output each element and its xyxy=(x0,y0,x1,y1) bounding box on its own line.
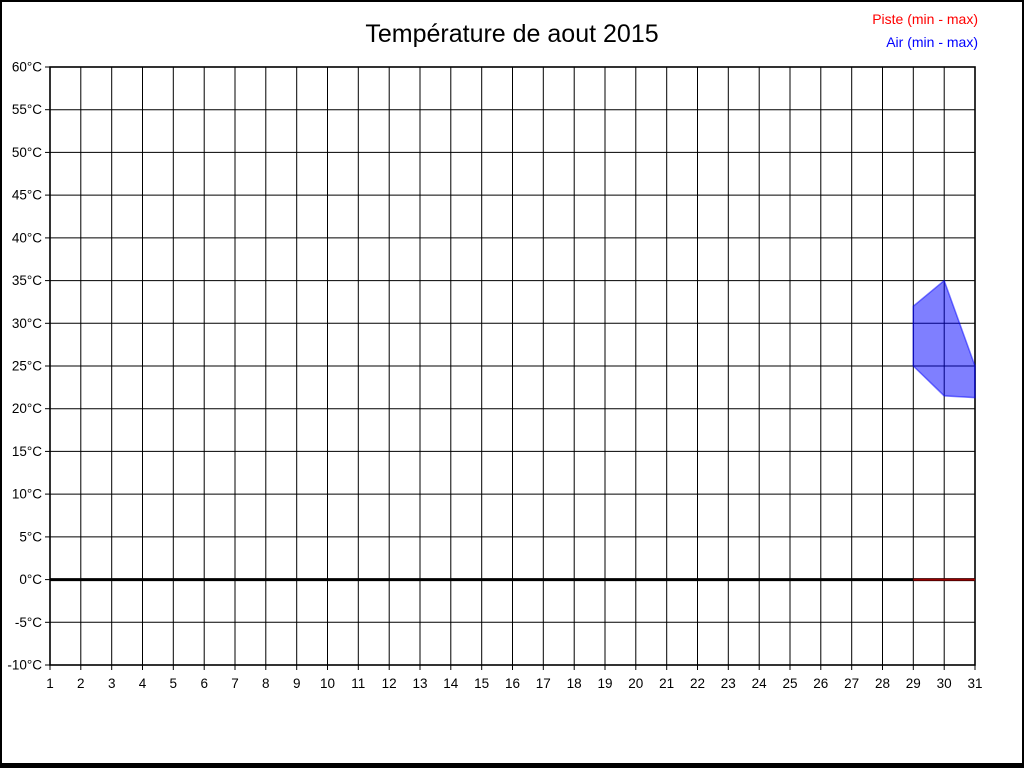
svg-text:31: 31 xyxy=(967,676,982,691)
svg-text:21: 21 xyxy=(659,676,674,691)
svg-text:17: 17 xyxy=(536,676,551,691)
svg-text:1: 1 xyxy=(46,676,54,691)
svg-text:11: 11 xyxy=(351,676,365,691)
legend-item-piste: Piste (min - max) xyxy=(872,11,978,27)
chart-legend: Piste (min - max) Air (min - max) xyxy=(872,8,978,54)
svg-text:18: 18 xyxy=(567,676,582,691)
svg-text:15°C: 15°C xyxy=(12,444,42,459)
svg-text:25°C: 25°C xyxy=(12,359,42,374)
svg-text:29: 29 xyxy=(906,676,921,691)
svg-text:28: 28 xyxy=(875,676,890,691)
svg-text:35°C: 35°C xyxy=(12,273,42,288)
svg-text:27: 27 xyxy=(844,676,859,691)
svg-text:6: 6 xyxy=(200,676,208,691)
svg-text:12: 12 xyxy=(382,676,397,691)
svg-text:5: 5 xyxy=(170,676,178,691)
svg-text:10°C: 10°C xyxy=(12,487,42,502)
svg-text:26: 26 xyxy=(813,676,828,691)
svg-text:8: 8 xyxy=(262,676,270,691)
svg-text:45°C: 45°C xyxy=(12,188,42,203)
svg-text:50°C: 50°C xyxy=(12,145,42,160)
svg-text:20: 20 xyxy=(628,676,643,691)
svg-text:60°C: 60°C xyxy=(12,60,42,75)
svg-text:15: 15 xyxy=(474,676,489,691)
svg-text:-10°C: -10°C xyxy=(7,658,42,673)
svg-text:13: 13 xyxy=(412,676,427,691)
svg-text:4: 4 xyxy=(139,676,147,691)
svg-text:23: 23 xyxy=(721,676,736,691)
svg-text:24: 24 xyxy=(752,676,768,691)
svg-text:55°C: 55°C xyxy=(12,102,42,117)
svg-text:-5°C: -5°C xyxy=(15,615,42,630)
bottom-border-bar xyxy=(0,763,1024,768)
chart-title: Température de aout 2015 xyxy=(365,20,659,48)
svg-text:9: 9 xyxy=(293,676,301,691)
svg-text:40°C: 40°C xyxy=(12,230,42,245)
svg-text:2: 2 xyxy=(77,676,85,691)
legend-item-air: Air (min - max) xyxy=(886,34,978,50)
svg-text:10: 10 xyxy=(320,676,335,691)
svg-text:14: 14 xyxy=(443,676,459,691)
svg-text:7: 7 xyxy=(231,676,239,691)
svg-text:25: 25 xyxy=(782,676,797,691)
svg-text:16: 16 xyxy=(505,676,520,691)
svg-text:19: 19 xyxy=(597,676,612,691)
svg-text:30°C: 30°C xyxy=(12,316,42,331)
svg-text:0°C: 0°C xyxy=(19,572,42,587)
svg-text:20°C: 20°C xyxy=(12,401,42,416)
svg-text:22: 22 xyxy=(690,676,705,691)
svg-text:5°C: 5°C xyxy=(19,529,42,544)
svg-text:3: 3 xyxy=(108,676,116,691)
svg-text:30: 30 xyxy=(937,676,952,691)
